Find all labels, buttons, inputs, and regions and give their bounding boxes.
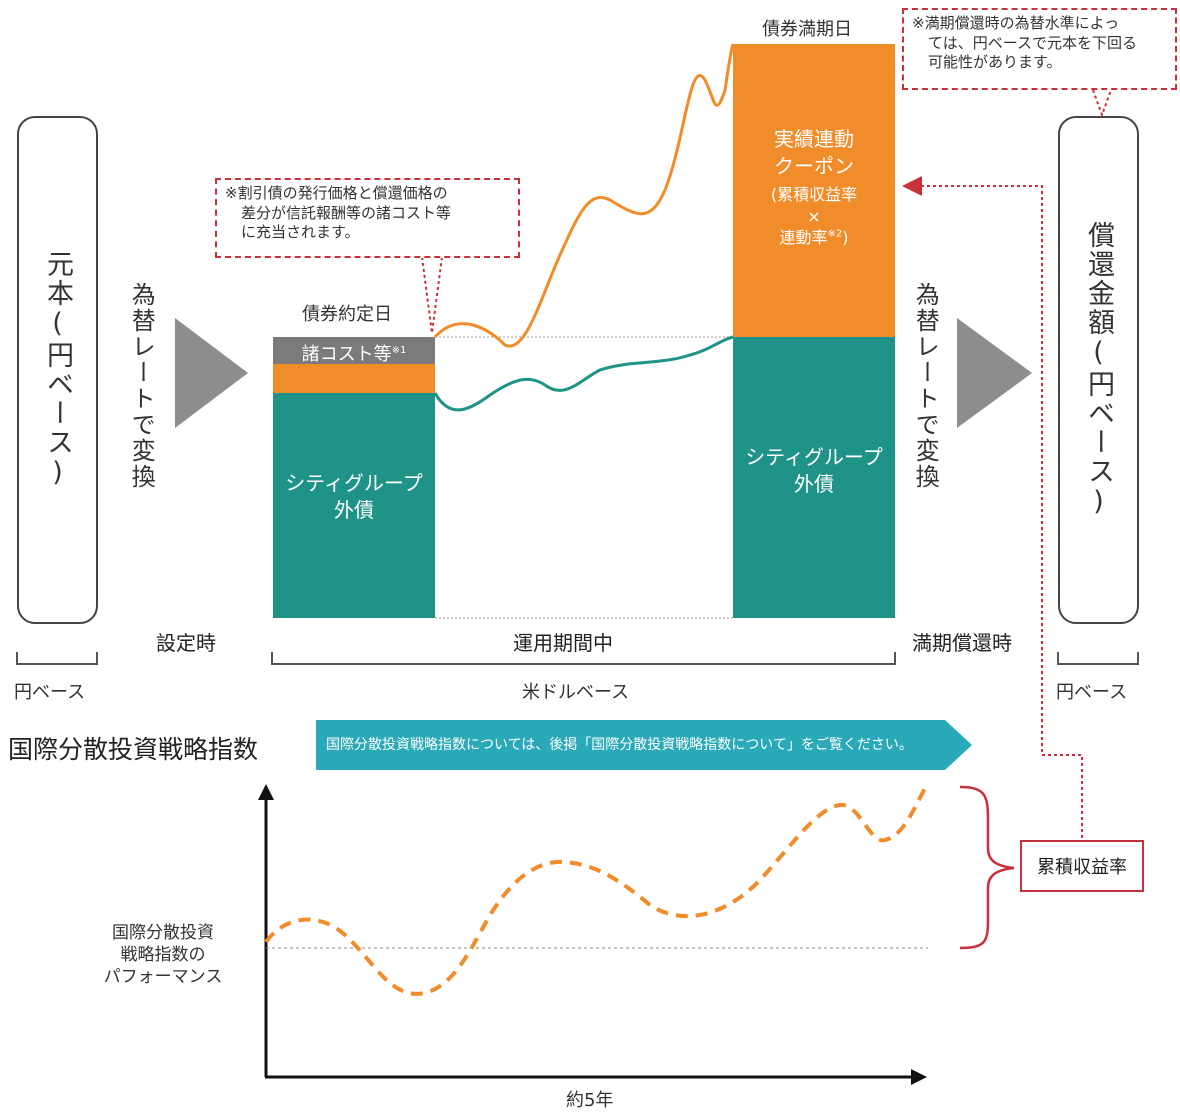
coupon-formula-line1: (累積収益率	[770, 185, 858, 204]
bracket-yen-right	[1057, 652, 1139, 665]
left-bar-bond	[273, 393, 435, 618]
fx-conversion-label-right: 為替レートで変換	[911, 282, 940, 490]
chart-y-arrowhead	[258, 784, 274, 800]
right-bond-line2: 外債	[794, 472, 834, 496]
arrow-triangle-left	[175, 318, 248, 428]
left-bond-line2: 外債	[334, 498, 374, 522]
left-bar-coupon	[273, 364, 435, 393]
cumulative-arrowhead	[902, 176, 922, 196]
right-bond-line1: シティグループ	[745, 445, 883, 469]
cost-label: 諸コスト等※1	[273, 338, 435, 368]
redemption-yen-box: 償還金額(円ベース)	[1058, 116, 1139, 624]
contract-date-label: 債券約定日	[302, 304, 392, 325]
note-right-line1: ※満期償還時の為替水準によっ	[912, 14, 1120, 32]
cumulative-return-label: 累積収益率	[1037, 857, 1127, 878]
chart-y-label: 国際分散投資 戦略指数の パフォーマンス	[88, 922, 238, 988]
bond-value-curve	[433, 335, 734, 412]
chart-x-arrowhead	[911, 1069, 927, 1085]
cost-label-text: 諸コスト等	[301, 344, 392, 365]
principal-yen-label: 元本(円ベース)	[42, 250, 73, 490]
maturity-date-label: 債券満期日	[762, 19, 852, 40]
cumulative-brace	[959, 785, 1015, 950]
note-left-line2: 差分が信託報酬等の諸コスト等	[241, 203, 452, 222]
bracket-usd	[271, 652, 896, 665]
left-bar-cost	[273, 337, 435, 364]
stage-maturity-label: 満期償還時	[912, 631, 1012, 655]
coupon-formula-close: )	[842, 228, 849, 248]
chart-y-label-line2: 戦略指数の	[120, 945, 206, 966]
note-fx-risk: ※満期償還時の為替水準によっ ては、円ベースで元本を下回る 可能性があります。	[902, 8, 1177, 90]
note-right-pointer	[1092, 89, 1112, 118]
redemption-yen-label: 償還金額(円ベース)	[1083, 221, 1114, 519]
left-bond-label: シティグループ 外債	[273, 470, 435, 524]
index-banner-shape	[316, 720, 972, 770]
base-yen-right-label: 円ベース	[1056, 682, 1128, 703]
fx-conversion-label-left: 為替レートで変換	[127, 282, 156, 490]
cost-label-sup: ※1	[391, 345, 407, 356]
left-bond-line1: シティグループ	[285, 471, 423, 495]
coupon-line2: クーポン	[774, 154, 854, 178]
note-left-line1: ※割引債の発行価格と償還価格の	[225, 184, 448, 202]
cumulative-return-box: 累積収益率	[1020, 840, 1144, 892]
note-right-line3: 可能性があります。	[928, 53, 1062, 71]
coupon-formula-sup: ※2	[827, 228, 843, 240]
coupon-formula-rate: 連動率	[779, 228, 828, 248]
chart-y-label-line1: 国際分散投資	[112, 923, 214, 943]
coupon-line1: 実績連動	[774, 127, 854, 151]
index-performance-curve	[264, 781, 930, 996]
chart-x-label: 約5年	[566, 1090, 614, 1111]
right-bar-coupon	[733, 44, 895, 337]
right-bond-label: シティグループ 外債	[733, 444, 895, 498]
note-left-line3: に充当されます。	[241, 223, 360, 241]
note-discount-bond: ※割引債の発行価格と償還価格の 差分が信託報酬等の諸コスト等 に充当されます。	[215, 178, 520, 258]
base-yen-left-label: 円ベース	[14, 682, 86, 703]
bracket-yen-left	[16, 652, 98, 665]
right-bar-bond	[733, 337, 895, 618]
coupon-formula-times: ×	[807, 206, 821, 226]
arrow-triangle-right	[957, 318, 1032, 428]
cumulative-connector	[922, 185, 1083, 838]
stage-during-label: 運用期間中	[513, 631, 613, 655]
note-right-line2: ては、円ベースで元本を下回る	[928, 33, 1137, 52]
chart-y-label-line3: パフォーマンス	[103, 967, 223, 988]
note-left-pointer	[421, 256, 443, 334]
base-usd-label: 米ドルベース	[522, 682, 630, 703]
principal-yen-box: 元本(円ベース)	[17, 116, 98, 624]
index-section-title: 国際分散投資戦略指数	[8, 735, 259, 764]
coupon-growth-curve	[433, 43, 735, 348]
coupon-formula-line2: 連動率※2)	[733, 227, 895, 249]
stage-setup-label: 設定時	[156, 631, 216, 655]
index-banner-text[interactable]: 国際分散投資戦略指数については、後掲「国際分散投資戦略指数について」をご覧くださ…	[326, 737, 913, 753]
coupon-label: 実績連動 クーポン (累積収益率 × 連動率※2)	[733, 126, 895, 249]
